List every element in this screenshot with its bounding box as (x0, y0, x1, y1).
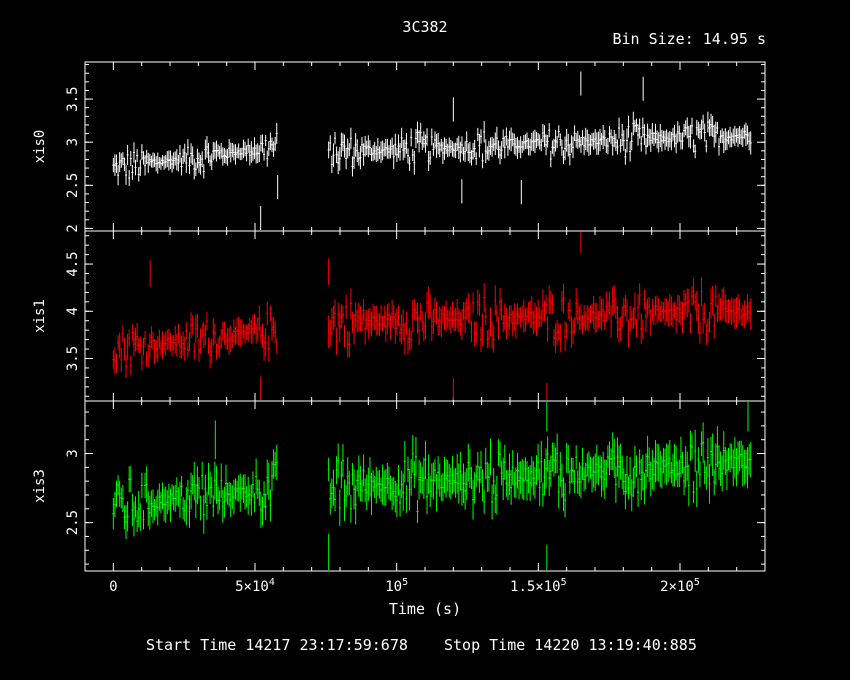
y-axis-label: xis1 (32, 299, 48, 333)
x-axis-label: Time (s) (388, 600, 462, 618)
panel-frame (84, 400, 766, 572)
x-tick-label: 105 (385, 577, 408, 595)
y-tick-label: 2.5 (65, 510, 81, 535)
chart-title: 3C382 (402, 18, 448, 36)
x-tick-label: 1.5×105 (510, 577, 567, 595)
x-tick-label: 2×105 (660, 577, 700, 595)
y-tick-label: 3.5 (65, 86, 81, 111)
y-axis-label: xis0 (32, 130, 48, 164)
y-tick-label: 2.5 (65, 173, 81, 198)
y-axis-label: xis3 (32, 469, 48, 503)
start-time-label: Start Time 14217 23:17:59:678 (146, 636, 408, 654)
stop-time-label: Stop Time 14220 13:19:40:885 (444, 636, 697, 654)
y-tick-label: 2 (65, 224, 81, 232)
y-tick-label: 3 (65, 138, 81, 146)
bin-size-label: Bin Size: 14.95 s (612, 30, 766, 48)
y-tick-label: 4 (65, 307, 81, 315)
y-tick-label: 3 (65, 449, 81, 457)
x-tick-label: 0 (109, 579, 117, 595)
y-tick-label: 3.5 (65, 346, 81, 371)
y-tick-label: 4.5 (65, 251, 81, 276)
x-tick-label: 5×104 (235, 577, 275, 595)
